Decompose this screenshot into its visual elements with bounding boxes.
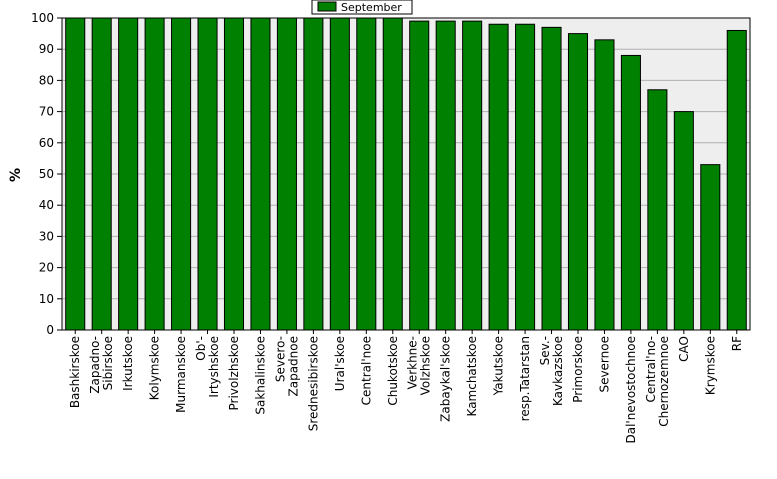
bar-17[interactable] bbox=[515, 23, 536, 331]
x-tick-label: Kolymskoe bbox=[148, 336, 162, 400]
y-axis-ticks: 0 10 20 30 40 50 60 70 80 90 100 bbox=[31, 11, 62, 337]
x-tick-label: Sev.- bbox=[538, 336, 552, 365]
bar-14[interactable] bbox=[435, 20, 456, 331]
y-tick-label: 10 bbox=[39, 292, 54, 306]
x-tick-label: Kamchatskoe bbox=[465, 336, 479, 416]
bar-25[interactable] bbox=[726, 29, 747, 331]
x-tick-label: Srednesibirskoe bbox=[306, 336, 320, 431]
x-tick-label: Sibirskoe bbox=[101, 336, 115, 390]
x-tick-label: Volzhskoe bbox=[419, 336, 433, 395]
x-tick-label: CAO bbox=[677, 336, 691, 362]
x-tick-label: Chukotskoe bbox=[386, 336, 400, 406]
x-tick-label: Primorskoe bbox=[571, 336, 585, 403]
bar-8[interactable] bbox=[276, 17, 297, 331]
x-tick-label: Ural'skoe bbox=[333, 336, 347, 391]
x-tick-label: Central'noe bbox=[359, 336, 373, 405]
bar-0[interactable] bbox=[65, 17, 86, 331]
bar-21[interactable] bbox=[620, 54, 641, 331]
bar-11[interactable] bbox=[356, 17, 377, 331]
y-tick-label: 80 bbox=[39, 73, 54, 87]
bar-24[interactable] bbox=[700, 164, 721, 331]
x-tick-label: Zapadno- bbox=[88, 336, 102, 394]
y-tick-label: 40 bbox=[39, 198, 54, 212]
bar-10[interactable] bbox=[329, 17, 350, 331]
x-tick-label: Irkutskoe bbox=[121, 336, 135, 391]
x-tick-label: Severo- bbox=[273, 336, 287, 382]
x-tick-label: Sakhalinskoe bbox=[253, 336, 267, 415]
x-tick-label: Ob'- bbox=[194, 336, 208, 361]
x-tick-label: Bashkirskoe bbox=[68, 336, 82, 408]
y-tick-label: 70 bbox=[39, 105, 54, 119]
y-tick-label: 60 bbox=[39, 136, 54, 150]
bar-13[interactable] bbox=[409, 20, 430, 331]
x-tick-label: Chernozemnoe bbox=[657, 336, 671, 427]
x-tick-label: Zabaykal'skoe bbox=[439, 336, 453, 422]
x-tick-label: Irtyshskoe bbox=[207, 336, 221, 398]
legend-swatch bbox=[317, 1, 337, 12]
x-tick-label: Yakutskoe bbox=[492, 336, 506, 396]
bar-3[interactable] bbox=[144, 17, 165, 331]
bar-22[interactable] bbox=[647, 89, 668, 331]
x-tick-label: resp.Tatarstan bbox=[518, 336, 532, 421]
y-tick-label: 20 bbox=[39, 261, 54, 275]
x-tick-label: Krymskoe bbox=[703, 336, 717, 395]
y-tick-label: 90 bbox=[39, 42, 54, 56]
bar-7[interactable] bbox=[250, 17, 271, 331]
bar-19[interactable] bbox=[567, 33, 589, 331]
legend[interactable]: September bbox=[311, 0, 413, 15]
bar-9[interactable] bbox=[303, 17, 324, 331]
x-tick-label: Central'no- bbox=[644, 336, 658, 403]
x-tick-label: RF bbox=[730, 336, 744, 351]
x-tick-label: Murmanskoe bbox=[174, 336, 188, 413]
x-tick-label: Zapadnoe bbox=[286, 336, 300, 397]
x-tick-label: Kavkazskoe bbox=[551, 336, 565, 406]
bar-2[interactable] bbox=[118, 17, 139, 331]
x-tick-label: Privolzhskoe bbox=[227, 336, 241, 410]
bar-12[interactable] bbox=[382, 17, 403, 331]
bar-5[interactable] bbox=[197, 17, 218, 331]
x-tick-label: Severnoe bbox=[597, 336, 611, 393]
bar-18[interactable] bbox=[541, 26, 562, 331]
x-tick-label: Verkhne- bbox=[406, 336, 420, 389]
y-axis-label: % bbox=[8, 168, 24, 182]
bar-15[interactable] bbox=[462, 20, 483, 331]
y-tick-label: 100 bbox=[31, 11, 54, 25]
y-tick-label: 50 bbox=[39, 167, 54, 181]
bar-1[interactable] bbox=[91, 17, 112, 331]
legend-box bbox=[311, 0, 413, 15]
x-tick-label: Dal'nevostochnoe bbox=[624, 336, 638, 444]
y-tick-label: 30 bbox=[39, 229, 54, 243]
bar-20[interactable] bbox=[594, 39, 615, 331]
bar-23[interactable] bbox=[673, 111, 694, 331]
x-axis-ticks: Bashkirskoe Zapadno- Sibirskoe Irkutskoe Kol… bbox=[68, 330, 744, 444]
bar-16[interactable] bbox=[488, 23, 509, 331]
bar-4[interactable] bbox=[171, 17, 192, 331]
bar-6[interactable] bbox=[223, 17, 245, 331]
y-tick-label: 0 bbox=[46, 323, 54, 337]
legend-series-label: September bbox=[341, 1, 402, 14]
